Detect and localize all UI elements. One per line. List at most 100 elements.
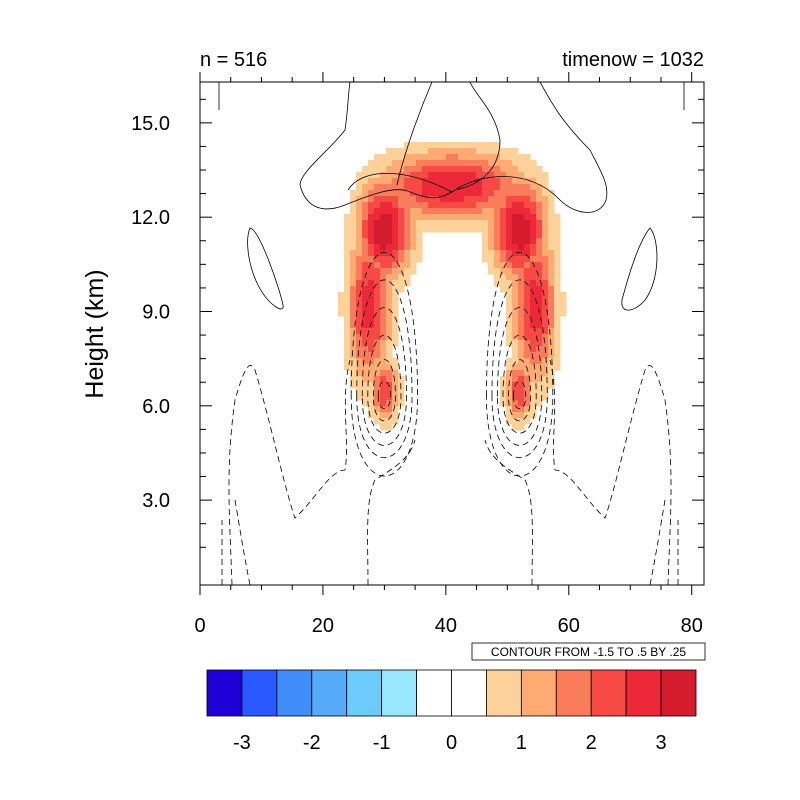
field-cell bbox=[476, 226, 483, 233]
field-cell bbox=[464, 202, 471, 209]
field-cell bbox=[482, 178, 489, 185]
field-cell bbox=[524, 358, 531, 365]
field-cell bbox=[374, 328, 381, 335]
field-cell bbox=[548, 286, 555, 293]
field-cell bbox=[374, 400, 381, 407]
field-cell bbox=[416, 250, 423, 257]
field-cell bbox=[512, 196, 519, 203]
field-cell bbox=[422, 190, 429, 197]
field-cell bbox=[512, 292, 519, 299]
field-cell bbox=[386, 346, 393, 353]
field-cell bbox=[554, 274, 561, 281]
field-cell bbox=[392, 202, 399, 209]
field-cell bbox=[368, 394, 375, 401]
field-cell bbox=[362, 310, 369, 317]
field-cell bbox=[542, 382, 549, 389]
field-cell bbox=[488, 262, 495, 269]
field-cell bbox=[530, 238, 537, 245]
field-cell bbox=[368, 310, 375, 317]
field-cell bbox=[530, 256, 537, 263]
contour-line bbox=[502, 334, 537, 434]
field-cell bbox=[368, 262, 375, 269]
field-cell bbox=[530, 226, 537, 233]
field-cell bbox=[410, 226, 417, 233]
field-cell bbox=[338, 304, 345, 311]
field-cell bbox=[530, 298, 537, 305]
field-cell bbox=[362, 328, 369, 335]
field-cell bbox=[350, 358, 357, 365]
field-cell bbox=[380, 220, 387, 227]
field-cell bbox=[494, 202, 501, 209]
field-cell bbox=[422, 160, 429, 167]
field-cell bbox=[524, 364, 531, 371]
field-cell bbox=[356, 394, 363, 401]
field-cell bbox=[530, 310, 537, 317]
field-cell bbox=[350, 364, 357, 371]
field-cell bbox=[482, 250, 489, 257]
field-cell bbox=[524, 274, 531, 281]
axis-ticks bbox=[199, 72, 704, 595]
field-cell bbox=[446, 172, 453, 179]
field-cell bbox=[530, 280, 537, 287]
field-cell bbox=[542, 370, 549, 377]
field-cell bbox=[458, 226, 465, 233]
field-cell bbox=[512, 214, 519, 221]
field-cell bbox=[356, 274, 363, 281]
field-cell bbox=[386, 370, 393, 377]
field-cell bbox=[380, 280, 387, 287]
field-cell bbox=[350, 226, 357, 233]
field-cell bbox=[398, 262, 405, 269]
field-cell bbox=[386, 322, 393, 329]
field-cell bbox=[524, 160, 531, 167]
field-cell bbox=[416, 208, 423, 215]
field-cell bbox=[476, 142, 483, 149]
field-cell bbox=[392, 370, 399, 377]
colorbar-tick-label: -1 bbox=[373, 732, 391, 754]
field-cell bbox=[404, 256, 411, 263]
field-cell bbox=[542, 376, 549, 383]
field-cell bbox=[506, 208, 513, 215]
field-cell bbox=[548, 340, 555, 347]
field-cell bbox=[524, 244, 531, 251]
field-cell bbox=[380, 334, 387, 341]
field-cell bbox=[482, 256, 489, 263]
field-cell bbox=[512, 358, 519, 365]
field-cell bbox=[380, 352, 387, 359]
field-cell bbox=[536, 232, 543, 239]
field-cell bbox=[512, 370, 519, 377]
field-cell bbox=[506, 250, 513, 257]
field-cell bbox=[512, 232, 519, 239]
field-cell bbox=[344, 352, 351, 359]
field-cell bbox=[404, 154, 411, 161]
field-cell bbox=[542, 334, 549, 341]
field-cell bbox=[374, 376, 381, 383]
field-cell bbox=[524, 208, 531, 215]
field-cell bbox=[512, 298, 519, 305]
field-cell bbox=[350, 268, 357, 275]
y-tick-label: 12.0 bbox=[131, 207, 170, 229]
field-cell bbox=[368, 238, 375, 245]
field-cell bbox=[380, 208, 387, 215]
field-cell bbox=[416, 238, 423, 245]
field-cell bbox=[416, 226, 423, 233]
field-cell bbox=[428, 178, 435, 185]
field-cell bbox=[482, 148, 489, 155]
field-cell bbox=[344, 286, 351, 293]
field-cell bbox=[494, 214, 501, 221]
field-cell bbox=[356, 190, 363, 197]
field-cell bbox=[482, 226, 489, 233]
colorbar-box bbox=[486, 669, 522, 717]
field-cell bbox=[344, 322, 351, 329]
field-cell bbox=[506, 286, 513, 293]
field-cell bbox=[518, 160, 525, 167]
field-cell bbox=[494, 196, 501, 203]
field-cell bbox=[518, 244, 525, 251]
field-cell bbox=[548, 328, 555, 335]
field-cell bbox=[380, 406, 387, 413]
field-cell bbox=[374, 388, 381, 395]
field-cell bbox=[500, 166, 507, 173]
field-cell bbox=[392, 328, 399, 335]
field-cell bbox=[368, 388, 375, 395]
field-cell bbox=[404, 280, 411, 287]
field-cell bbox=[380, 382, 387, 389]
